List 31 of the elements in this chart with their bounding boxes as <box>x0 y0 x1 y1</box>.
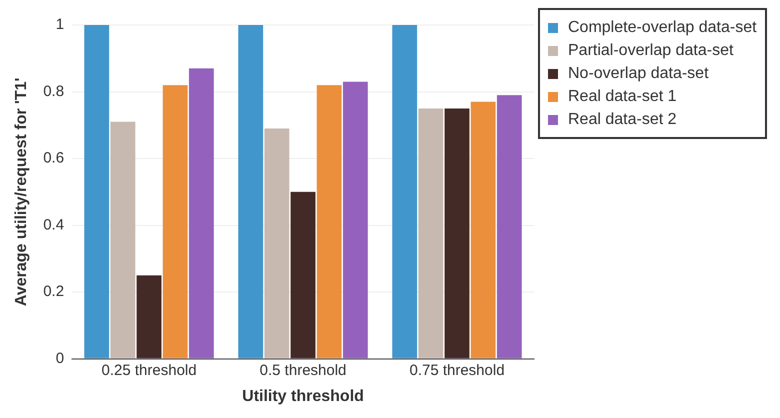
y-tick-label: 0 <box>56 350 64 367</box>
y-tick-label: 1 <box>56 16 64 34</box>
y-tick-label: 0.8 <box>43 82 64 100</box>
legend-label: Complete-overlap data-set <box>568 18 757 38</box>
bar <box>238 25 264 358</box>
x-tick-label: 0.25 threshold <box>102 362 197 379</box>
bar <box>496 95 522 358</box>
legend-label: Partial-overlap data-set <box>568 41 734 61</box>
y-tick-label: 0.6 <box>43 150 64 167</box>
legend-label: Real data-set 2 <box>568 110 677 130</box>
bar <box>470 102 496 358</box>
bar <box>188 68 214 358</box>
bar <box>84 25 110 358</box>
y-axis-title: Average utility/request for 'T1' <box>13 78 30 306</box>
bar <box>162 85 188 358</box>
bar <box>342 82 368 358</box>
x-axis-title: Utility threshold <box>242 388 364 405</box>
y-tick-label: 0.4 <box>43 216 64 234</box>
bar <box>392 25 418 358</box>
bar <box>290 192 316 358</box>
x-tick-label: 0.5 threshold <box>260 362 346 379</box>
y-tick-label: 0.2 <box>43 283 64 300</box>
bar <box>444 108 470 358</box>
bar <box>110 122 136 358</box>
bar <box>136 275 162 358</box>
legend-label: No-overlap data-set <box>568 64 709 84</box>
bar <box>316 85 342 358</box>
bar <box>418 108 444 358</box>
bar <box>264 128 290 358</box>
x-tick-label: 0.75 threshold <box>409 362 505 379</box>
legend-label: Real data-set 1 <box>568 87 677 107</box>
